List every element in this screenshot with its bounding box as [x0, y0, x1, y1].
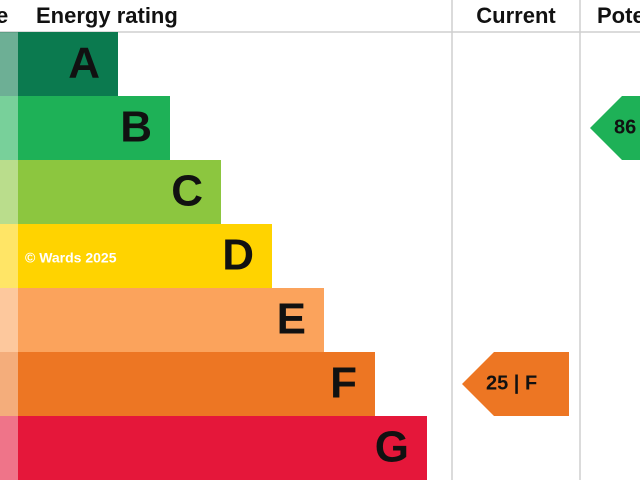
band-letter: C [171, 167, 203, 216]
band-letter: E [277, 295, 306, 344]
band-letter: F [330, 359, 357, 408]
current-header: Current [476, 3, 556, 28]
rating-header: Energy rating [36, 3, 178, 28]
band-bar [18, 224, 272, 288]
score-cell [0, 416, 18, 480]
band-bar [18, 96, 170, 160]
band-letter: B [120, 103, 152, 152]
score-cell [0, 160, 18, 224]
current-arrow [462, 352, 569, 416]
score-cell [0, 224, 18, 288]
band-bar [18, 288, 324, 352]
current-label: 25 | F [486, 372, 537, 394]
score-cell [0, 288, 18, 352]
watermark: © Wards 2025 [25, 250, 117, 266]
band-letter: A [68, 39, 100, 88]
band-bar [18, 416, 427, 480]
potential-label: 86 [614, 116, 636, 138]
potential-header: Pote [597, 3, 640, 28]
band-bar [18, 352, 375, 416]
potential-arrow [590, 96, 640, 160]
score-cell [0, 352, 18, 416]
score-header: e [0, 3, 8, 28]
band-bar [18, 160, 221, 224]
score-cell [0, 96, 18, 160]
band-letter: G [375, 423, 409, 472]
band-letter: D [222, 231, 254, 280]
band-bar [18, 32, 118, 96]
score-cell [0, 32, 18, 96]
